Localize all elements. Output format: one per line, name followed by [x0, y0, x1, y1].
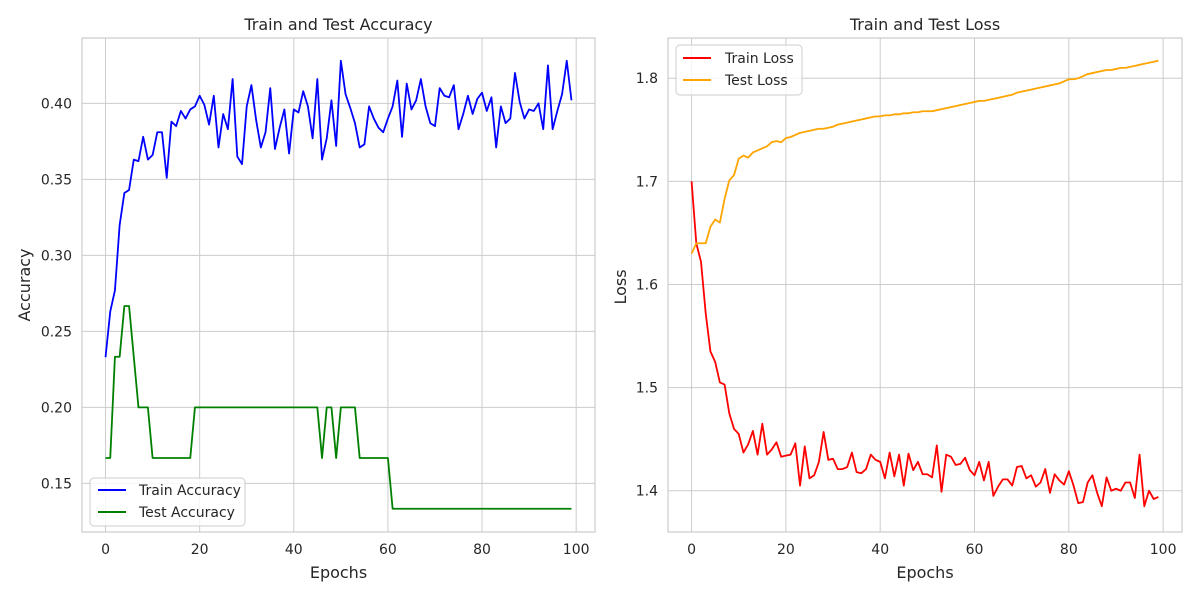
y-tick-label: 1.7 — [636, 174, 658, 190]
y-tick-label: 0.25 — [41, 324, 72, 340]
x-tick-label: 100 — [563, 542, 590, 558]
legend-box — [89, 477, 246, 527]
y-tick-label: 1.8 — [636, 71, 658, 87]
x-tick-label: 60 — [379, 542, 397, 558]
x-tick-label: 40 — [871, 542, 889, 558]
legend: Train Loss Test Loss — [675, 44, 803, 96]
tick-labels: 0 20 40 60 80 100 1.4 1.5 1.6 1.7 1.8 — [636, 71, 1177, 558]
tick-labels: 0 20 40 60 80 100 0.15 0.20 0.25 0.30 0.35 0.40 — [41, 96, 590, 558]
chart-title: Train and Test Loss — [849, 15, 1000, 34]
x-tick-label: 100 — [1150, 542, 1177, 558]
accuracy-chart: Train and Test Accuracy 0 20 40 60 80 100 0.15… — [15, 15, 596, 582]
x-axis-label: Epochs — [896, 563, 953, 582]
series-line-test-accuracy — [105, 305, 572, 510]
y-axis-label: Loss — [611, 269, 630, 304]
x-tick-label: 60 — [966, 542, 984, 558]
loss-chart: Train and Test Loss 0 20 40 60 80 100 1.4 1.5 1.… — [611, 15, 1183, 582]
legend-label-train-accuracy: Train Accuracy — [138, 483, 241, 499]
x-tick-label: 20 — [191, 542, 209, 558]
x-axis-label: Epochs — [310, 563, 367, 582]
series-line-train-loss — [690, 181, 1159, 508]
y-tick-label: 0.20 — [41, 400, 72, 416]
x-tick-label: 20 — [777, 542, 795, 558]
y-tick-label: 1.6 — [636, 277, 658, 293]
y-tick-label: 0.15 — [41, 476, 72, 492]
x-tick-label: 80 — [473, 542, 491, 558]
x-tick-label: 0 — [101, 542, 110, 558]
plot-frame — [667, 37, 1183, 533]
y-tick-label: 1.4 — [636, 484, 658, 500]
legend-label-test-loss: Test Loss — [724, 73, 788, 89]
legend: Train Accuracy Test Accuracy — [89, 477, 246, 527]
y-axis-label: Accuracy — [15, 248, 34, 321]
series-lines — [104, 59, 573, 510]
y-tick-label: 1.5 — [636, 381, 658, 397]
chart-title: Train and Test Accuracy — [243, 15, 432, 34]
legend-label-train-loss: Train Loss — [724, 51, 794, 67]
x-tick-label: 0 — [687, 542, 696, 558]
series-line-test-loss — [690, 59, 1159, 254]
series-lines — [690, 59, 1159, 508]
grid — [82, 38, 595, 532]
plot-frame — [81, 37, 596, 533]
x-tick-label: 80 — [1060, 542, 1078, 558]
series-line-train-accuracy — [104, 59, 573, 358]
legend-label-test-accuracy: Test Accuracy — [138, 505, 235, 521]
y-tick-label: 0.35 — [41, 172, 72, 188]
x-tick-label: 40 — [285, 542, 303, 558]
y-tick-label: 0.40 — [41, 96, 72, 112]
y-tick-label: 0.30 — [41, 248, 72, 264]
